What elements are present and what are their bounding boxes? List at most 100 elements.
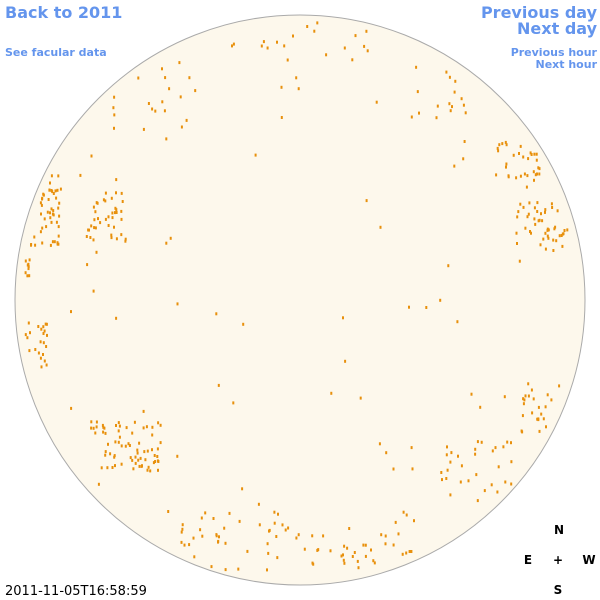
facula — [55, 220, 58, 224]
facula — [561, 244, 564, 248]
facula — [451, 105, 453, 109]
facula — [449, 493, 452, 497]
facula — [210, 565, 213, 569]
facula — [156, 459, 159, 463]
facula — [97, 482, 100, 486]
facula — [544, 405, 547, 409]
facula — [405, 513, 408, 517]
facula — [37, 351, 40, 355]
facular-link[interactable]: See facular data — [5, 46, 107, 59]
facula — [115, 191, 117, 195]
facula — [193, 555, 196, 559]
facula — [544, 208, 547, 212]
facula — [506, 440, 509, 444]
facula — [480, 440, 483, 444]
facula — [498, 143, 501, 147]
facula — [280, 85, 283, 89]
facula — [362, 543, 365, 547]
facula — [215, 312, 218, 316]
facula — [157, 421, 160, 425]
facula — [242, 322, 245, 326]
facula — [44, 322, 47, 326]
facula — [124, 237, 127, 241]
facula — [463, 140, 466, 143]
facula — [450, 451, 453, 455]
facula — [410, 115, 413, 119]
facula — [161, 67, 163, 71]
facula — [106, 466, 109, 470]
previous-day-link[interactable]: Previous day — [481, 3, 598, 22]
facula — [104, 453, 107, 457]
facula — [483, 489, 486, 493]
next-hour-link[interactable]: Next hour — [536, 58, 598, 71]
next-day-link[interactable]: Next day — [517, 19, 598, 38]
facula — [94, 210, 97, 214]
facula — [474, 452, 477, 456]
facula — [550, 398, 553, 402]
facula — [527, 157, 530, 161]
facula — [110, 236, 113, 240]
facula — [26, 336, 29, 340]
facula — [344, 359, 347, 363]
facula — [342, 558, 345, 562]
facula — [378, 442, 381, 446]
facula — [520, 429, 523, 433]
facula — [546, 234, 549, 238]
facula — [401, 552, 404, 556]
facula — [516, 215, 519, 219]
previous-hour-link[interactable]: Previous hour — [511, 46, 598, 59]
facula — [50, 189, 53, 192]
facula — [453, 90, 456, 94]
facula — [153, 454, 156, 457]
facula — [475, 473, 478, 477]
facula — [560, 234, 563, 237]
facula — [295, 76, 298, 80]
facula — [154, 460, 157, 463]
facula — [93, 226, 96, 230]
facula — [306, 25, 309, 28]
facula — [40, 327, 43, 331]
facula — [457, 454, 459, 458]
facula — [534, 173, 537, 177]
facula — [164, 76, 167, 80]
facula — [232, 42, 235, 46]
facula — [533, 178, 535, 182]
facula — [45, 363, 48, 367]
facula — [137, 458, 140, 462]
facula — [392, 543, 395, 547]
facula — [440, 471, 443, 474]
back-link[interactable]: Back to 2011 — [5, 3, 122, 22]
facula — [217, 383, 220, 387]
facula — [470, 392, 473, 396]
facula — [217, 539, 220, 543]
facula — [104, 191, 107, 195]
facula — [29, 331, 31, 335]
facula — [49, 216, 52, 220]
facula — [418, 111, 420, 115]
facula — [411, 467, 414, 471]
facula — [522, 397, 525, 401]
facula — [102, 198, 105, 202]
facula — [518, 259, 521, 263]
facula — [523, 172, 526, 176]
facula — [40, 212, 42, 216]
facula — [102, 425, 105, 429]
facula — [104, 450, 107, 454]
facula — [139, 456, 142, 460]
facula — [556, 209, 559, 213]
facula — [448, 102, 451, 106]
facula — [519, 144, 522, 148]
facula — [70, 406, 73, 410]
facula — [502, 445, 505, 449]
facula — [273, 510, 276, 514]
facula — [365, 199, 368, 203]
facula — [124, 444, 127, 448]
facula — [103, 426, 106, 430]
facula — [113, 225, 115, 229]
facula — [181, 523, 184, 527]
facula — [157, 468, 159, 472]
facula — [258, 523, 261, 527]
facula — [510, 482, 513, 486]
facula — [532, 397, 535, 401]
